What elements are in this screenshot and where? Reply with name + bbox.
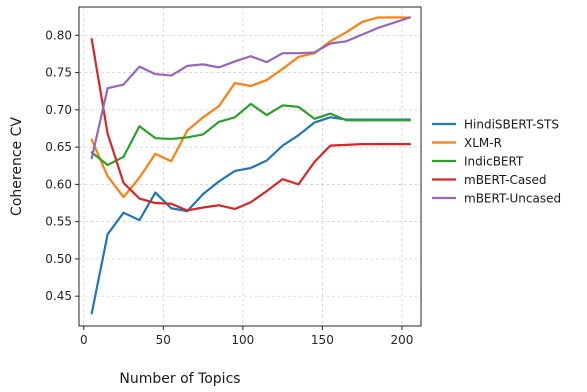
y-axis: 0.45 0.50 0.55 0.60 0.65 0.70 0.75 0.80: [45, 28, 79, 303]
y-tick-label: 0.60: [45, 177, 72, 191]
plot-frame: [78, 6, 422, 327]
y-tick-label: 0.55: [45, 215, 72, 229]
legend-item: HindiSBERT-STS: [432, 118, 559, 132]
legend-label: HindiSBERT-STS: [464, 118, 559, 132]
legend-item: IndicBERT: [432, 155, 524, 169]
legend-item: mBERT-Cased: [432, 173, 547, 187]
legend-item: mBERT-Uncased: [432, 192, 561, 206]
series-line-hindisbert-sts: [90, 116, 411, 315]
series-line-mbert-cased: [90, 37, 411, 212]
x-tick-label: 0: [80, 333, 88, 347]
legend-item: XLM-R: [432, 136, 502, 150]
legend-label: mBERT-Uncased: [464, 192, 561, 206]
grid-lines: [79, 7, 421, 326]
series-layer: [90, 16, 411, 315]
legend-label: XLM-R: [464, 136, 502, 150]
y-tick-label: 0.75: [45, 66, 72, 80]
x-axis-label: Number of Topics: [119, 371, 240, 387]
x-tick-label: 50: [156, 333, 171, 347]
series-line-mbert-uncased: [90, 16, 411, 160]
x-tick-label: 100: [231, 333, 254, 347]
series-line-indicbert: [90, 102, 411, 167]
y-tick-label: 0.65: [45, 140, 72, 154]
legend: HindiSBERT-STS XLM-R IndicBERT mBERT-Cased m…: [432, 118, 561, 206]
y-tick-label: 0.70: [45, 103, 72, 117]
legend-label: mBERT-Cased: [464, 173, 547, 187]
y-tick-label: 0.80: [45, 28, 72, 42]
y-axis-label: Coherence CV: [9, 117, 25, 216]
x-axis: 0 50 100 150 200: [80, 326, 413, 347]
x-tick-label: 150: [311, 333, 334, 347]
y-tick-label: 0.45: [45, 289, 72, 303]
y-tick-label: 0.50: [45, 252, 72, 266]
x-tick-label: 200: [390, 333, 413, 347]
series-line-xlm-r: [90, 16, 411, 199]
legend-label: IndicBERT: [464, 155, 524, 169]
